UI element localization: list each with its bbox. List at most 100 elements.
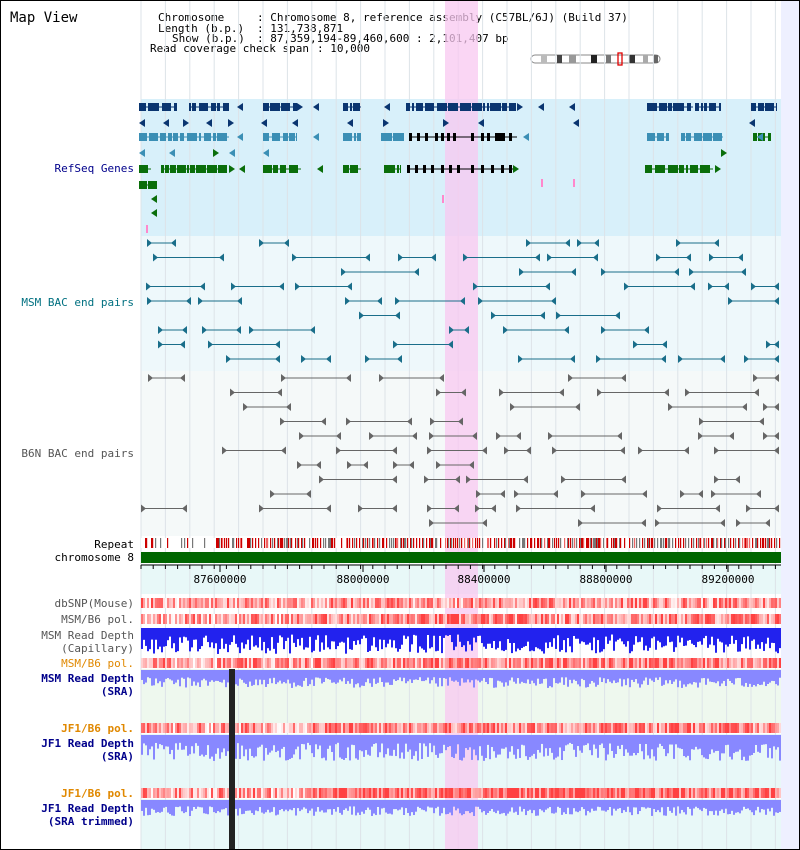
msm-pol-heatmap-1[interactable]: [141, 614, 781, 624]
heat-cell: [371, 658, 373, 668]
heat-cell: [359, 598, 361, 608]
chromosome-ideogram[interactable]: [530, 52, 661, 66]
track-label-b6n-bac[interactable]: B6N BAC end pairs: [21, 447, 134, 460]
depth-bar: [525, 735, 527, 757]
heat-cell: [573, 598, 575, 608]
heat-cell: [723, 598, 725, 608]
repeat-element: [404, 538, 406, 548]
depth-bar: [447, 735, 449, 747]
repeat-track[interactable]: [141, 538, 781, 548]
msm-depth-capillary[interactable]: [141, 628, 781, 654]
track-label-refseq[interactable]: RefSeq Genes: [54, 162, 134, 175]
track-label-chromosome[interactable]: chromosome 8: [54, 551, 134, 564]
heat-cell: [391, 598, 393, 608]
heat-cell: [425, 598, 427, 608]
heat-cell: [559, 723, 561, 733]
depth-bar: [413, 800, 415, 816]
depth-bar: [197, 800, 199, 807]
heat-cell: [709, 598, 711, 608]
bac-end-pair: [430, 417, 463, 426]
refseq-genes[interactable]: [139, 103, 777, 233]
heat-cell: [681, 614, 683, 624]
heat-cell: [727, 598, 729, 608]
bac-end: [746, 504, 751, 513]
heat-cell: [273, 658, 275, 668]
msm-pol-heatmap-2[interactable]: [141, 658, 781, 668]
heat-cell: [665, 598, 667, 608]
dbsnp-heatmap[interactable]: [141, 598, 781, 608]
depth-bar: [297, 628, 299, 640]
gene: [343, 133, 361, 141]
jf1-pol-heatmap-2[interactable]: [141, 788, 781, 798]
b6n-bac-pairs[interactable]: [141, 374, 779, 527]
track-label-jf1-depth-trimmed[interactable]: JF1 Read Depth (SRA trimmed): [41, 802, 134, 828]
heat-cell: [477, 598, 479, 608]
chromosome-bar[interactable]: [141, 552, 781, 563]
bac-end-pair: [496, 432, 521, 440]
depth-bar: [763, 628, 765, 651]
track-label-jf1-pol-2[interactable]: JF1/B6 pol.: [61, 787, 134, 800]
repeat-element: [776, 538, 778, 548]
heat-cell: [145, 598, 147, 608]
jf1-depth-sra[interactable]: [141, 735, 781, 761]
depth-bar: [495, 628, 497, 650]
heat-cell: [577, 658, 579, 668]
depth-bar: [207, 670, 209, 686]
heat-cell: [575, 614, 577, 624]
track-label-repeat[interactable]: Repeat: [94, 538, 134, 551]
depth-bar: [619, 670, 621, 679]
bac-end: [735, 475, 740, 484]
heat-cell: [673, 723, 675, 733]
depth-bar: [173, 735, 175, 760]
heat-cell: [733, 614, 735, 624]
track-label-dbsnp[interactable]: dbSNP(Mouse): [54, 597, 134, 610]
depth-bar: [327, 670, 329, 680]
highlight-region[interactable]: [445, 1, 478, 849]
track-label-jf1-depth-sra[interactable]: JF1 Read Depth (SRA): [41, 737, 134, 763]
track-label-msm-depth-capillary[interactable]: MSM Read Depth (Capillary): [41, 629, 134, 655]
bac-end-pair: [158, 340, 185, 349]
depth-bar: [631, 800, 633, 816]
heat-cell: [325, 598, 327, 608]
heat-cell: [149, 788, 151, 798]
bac-end: [222, 446, 227, 455]
jf1-depth-trimmed[interactable]: [141, 800, 781, 816]
msm-bac-pairs[interactable]: [146, 239, 779, 363]
bac-end: [482, 446, 487, 455]
gene-strand-arrow: [183, 119, 189, 127]
depth-bar: [363, 735, 365, 757]
heat-cell: [213, 598, 215, 608]
bac-end-pair: [638, 446, 689, 455]
track-label-jf1-pol-1[interactable]: JF1/B6 pol.: [61, 722, 134, 735]
depth-bar: [395, 800, 397, 810]
repeat-element: [459, 538, 461, 548]
heat-cell: [251, 788, 253, 798]
repeat-element: [301, 538, 303, 548]
heat-cell: [497, 723, 499, 733]
heat-cell: [329, 723, 331, 733]
msm-depth-sra[interactable]: [141, 670, 781, 688]
track-label-msm-pol-2[interactable]: MSM/B6 pol.: [61, 657, 134, 670]
depth-bar: [563, 800, 565, 813]
depth-bar: [465, 800, 467, 812]
heat-cell: [249, 658, 251, 668]
bac-end: [284, 239, 289, 247]
bac-end: [738, 253, 743, 262]
depth-bar: [743, 670, 745, 687]
heat-cell: [269, 658, 271, 668]
track-label-msm-depth-sra[interactable]: MSM Read Depth (SRA): [41, 672, 134, 698]
heat-cell: [739, 658, 741, 668]
heat-cell: [313, 788, 315, 798]
bac-end: [321, 417, 326, 426]
jf1-pol-heatmap-1[interactable]: [141, 723, 781, 733]
depth-bar: [381, 735, 383, 744]
depth-bar: [355, 735, 357, 759]
heat-cell: [153, 614, 155, 624]
track-label-msm-pol-1[interactable]: MSM/B6 pol.: [61, 613, 134, 626]
repeat-element: [445, 538, 447, 548]
depth-bar: [723, 628, 725, 653]
track-label-msm-bac[interactable]: MSM BAC end pairs: [21, 296, 134, 309]
heat-cell: [381, 598, 383, 608]
gene-exon: [471, 133, 474, 141]
